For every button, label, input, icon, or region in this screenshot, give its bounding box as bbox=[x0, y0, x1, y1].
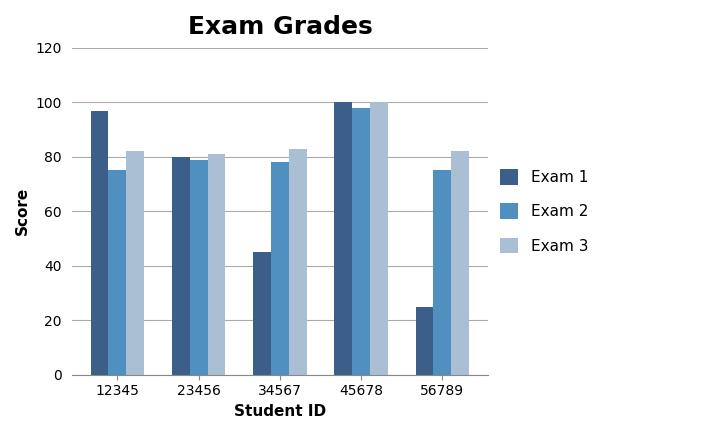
Bar bbox=[271, 162, 289, 375]
X-axis label: Student ID: Student ID bbox=[234, 404, 326, 419]
Y-axis label: Score: Score bbox=[15, 187, 30, 235]
Bar bbox=[109, 171, 127, 375]
Bar bbox=[289, 149, 306, 375]
Bar bbox=[90, 111, 109, 375]
Bar bbox=[190, 160, 208, 375]
Bar bbox=[416, 307, 434, 375]
Legend: Exam 1, Exam 2, Exam 3: Exam 1, Exam 2, Exam 3 bbox=[500, 169, 588, 253]
Bar bbox=[370, 102, 388, 375]
Bar bbox=[334, 102, 352, 375]
Bar bbox=[172, 157, 190, 375]
Bar bbox=[127, 151, 144, 375]
Bar bbox=[253, 252, 271, 375]
Bar bbox=[208, 154, 225, 375]
Title: Exam Grades: Exam Grades bbox=[188, 15, 373, 39]
Bar bbox=[434, 171, 451, 375]
Bar bbox=[352, 108, 370, 375]
Bar bbox=[451, 151, 469, 375]
